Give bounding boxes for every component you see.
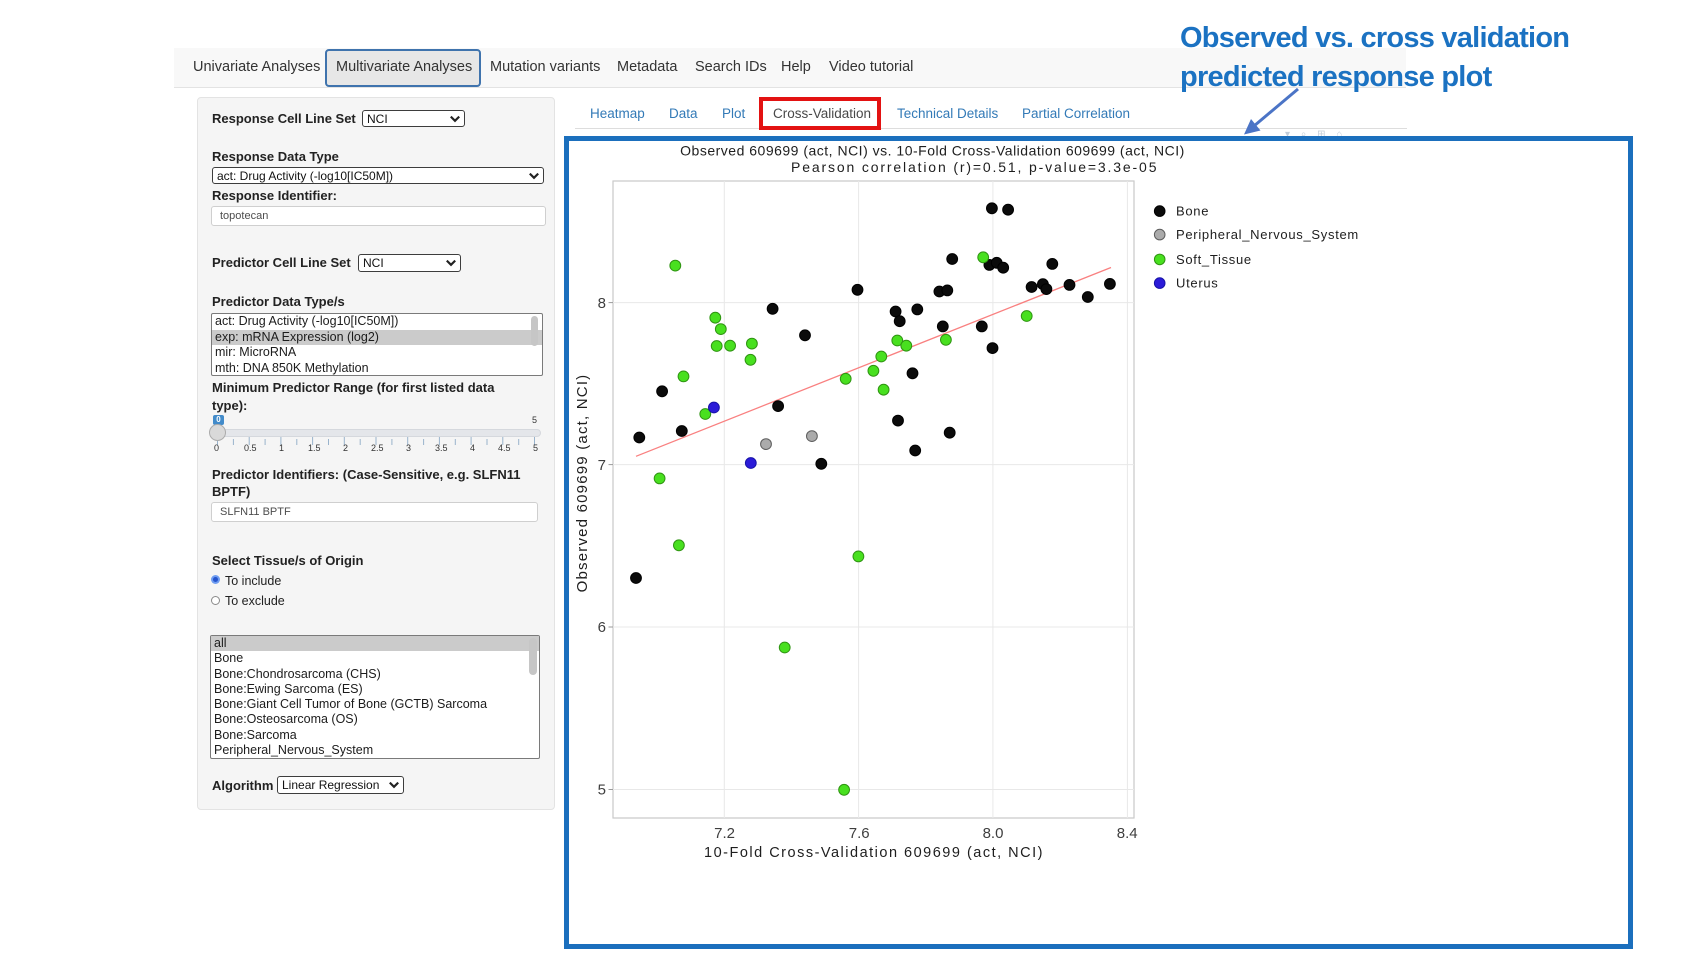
- svg-text:6: 6: [598, 619, 606, 636]
- svg-text:8.0: 8.0: [983, 825, 1004, 842]
- svg-text:Peripheral_Nervous_System: Peripheral_Nervous_System: [1176, 227, 1359, 242]
- svg-text:10-Fold Cross-Validation 60969: 10-Fold Cross-Validation 609699 (act, NC…: [704, 845, 1044, 861]
- svg-text:7: 7: [598, 457, 606, 474]
- svg-text:5: 5: [598, 782, 606, 799]
- svg-text:7.6: 7.6: [849, 825, 870, 842]
- svg-text:Soft_Tissue: Soft_Tissue: [1176, 252, 1252, 267]
- svg-text:8.4: 8.4: [1117, 825, 1138, 842]
- svg-text:8: 8: [598, 295, 606, 312]
- svg-text:Bone: Bone: [1176, 204, 1209, 219]
- svg-text:Observed 609699 (act, NCI) vs.: Observed 609699 (act, NCI) vs. 10-Fold C…: [680, 143, 1185, 159]
- svg-text:Uterus: Uterus: [1176, 276, 1219, 291]
- svg-text:Pearson correlation (r)=0.51,: Pearson correlation (r)=0.51, p-value=3.…: [791, 159, 1158, 175]
- svg-text:Observed 609699 (act, NCI): Observed 609699 (act, NCI): [574, 374, 591, 593]
- svg-text:7.2: 7.2: [714, 825, 735, 842]
